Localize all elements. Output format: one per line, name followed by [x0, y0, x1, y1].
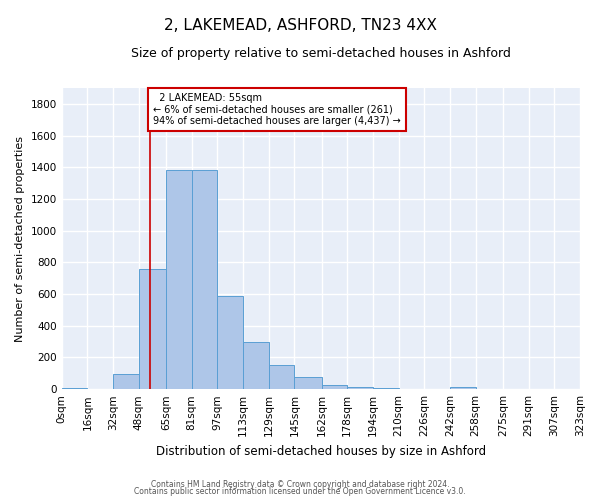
Bar [166, 170, 191, 389]
Text: Contains HM Land Registry data © Crown copyright and database right 2024.: Contains HM Land Registry data © Crown c… [151, 480, 449, 489]
Text: Contains public sector information licensed under the Open Government Licence v3: Contains public sector information licen… [134, 487, 466, 496]
Bar [62, 388, 88, 389]
Text: 2 LAKEMEAD: 55sqm  
← 6% of semi-detached houses are smaller (261)
94% of semi-d: 2 LAKEMEAD: 55sqm ← 6% of semi-detached … [153, 93, 401, 126]
Bar [113, 374, 139, 389]
Y-axis label: Number of semi-detached properties: Number of semi-detached properties [15, 136, 25, 342]
Bar [322, 385, 347, 389]
Bar [347, 387, 373, 389]
Bar [269, 365, 295, 389]
Title: Size of property relative to semi-detached houses in Ashford: Size of property relative to semi-detach… [131, 48, 511, 60]
Bar [450, 387, 476, 389]
Bar [373, 388, 398, 389]
Bar [243, 342, 269, 389]
Bar [191, 170, 217, 389]
X-axis label: Distribution of semi-detached houses by size in Ashford: Distribution of semi-detached houses by … [156, 444, 486, 458]
Text: 2, LAKEMEAD, ASHFORD, TN23 4XX: 2, LAKEMEAD, ASHFORD, TN23 4XX [163, 18, 437, 32]
Bar [139, 268, 166, 389]
Bar [217, 296, 243, 389]
Bar [295, 378, 322, 389]
